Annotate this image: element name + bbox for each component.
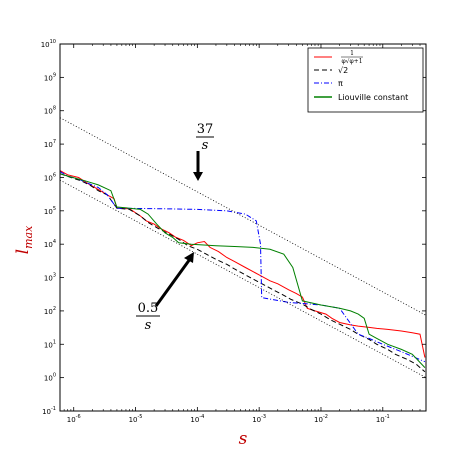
y-tick-label: 105 — [44, 206, 56, 216]
annotation-0.5-arrow-head — [184, 252, 194, 263]
series-line-0 — [59, 170, 426, 358]
x-tick-label: 10-1 — [376, 414, 390, 424]
annotation-0.5-over-s: 0.5 s — [136, 252, 194, 333]
x-tick-label: 10-5 — [129, 414, 143, 424]
legend-box — [307, 47, 424, 113]
plot-frame — [59, 43, 427, 412]
legend-label-1: √2 — [338, 66, 348, 75]
svg-text:lmax: lmax — [13, 225, 35, 254]
y-tick-label: 108 — [44, 106, 56, 116]
y-tick-label: 103 — [44, 273, 56, 283]
x-tick-label: 10-3 — [252, 414, 266, 424]
y-tick-label: 10-1 — [42, 406, 56, 416]
reference-line-5 — [59, 179, 427, 378]
annotation-37-numerator: 37 — [197, 122, 214, 137]
x-tick-label: 10-2 — [314, 414, 328, 424]
annotation-0.5-denominator: s — [145, 318, 152, 333]
annotation-37-arrow-head — [193, 172, 203, 181]
x-tick-label: 10-4 — [190, 414, 204, 424]
y-tick-label: 102 — [44, 306, 56, 316]
y-axis-label: lmax — [13, 225, 35, 254]
y-tick-label: 1010 — [41, 39, 56, 49]
series-line-3 — [59, 173, 426, 368]
y-tick-label: 104 — [44, 239, 56, 249]
legend-label-2: π — [338, 79, 343, 88]
svg-text:φ√φ+1: φ√φ+1 — [341, 58, 362, 65]
y-tick-label: 109 — [44, 72, 56, 82]
legend-label-3: Liouville constant — [338, 93, 408, 102]
axis-ticks: 10-6 10-5 10-4 10-3 10-2 10-1 10-1 100 101 102 103… — [41, 39, 427, 424]
y-axis-label-sub: max — [22, 225, 35, 249]
x-tick-label: 10-6 — [67, 414, 81, 424]
annotation-37-denominator: s — [202, 138, 209, 153]
y-tick-label: 106 — [44, 172, 56, 182]
series-line-2 — [59, 171, 426, 363]
x-axis-label: s — [239, 429, 248, 449]
series-line-1 — [59, 173, 426, 373]
legend: 1φ√φ+1√2 π Liouville constant — [307, 47, 424, 113]
y-tick-label: 107 — [44, 139, 56, 149]
y-tick-label: 101 — [44, 339, 56, 349]
svg-text:1: 1 — [350, 50, 354, 57]
annotation-37-over-s: 37 s — [193, 122, 214, 181]
annotation-0.5-numerator: 0.5 — [138, 301, 159, 316]
y-axis-label-main: l — [13, 249, 33, 254]
reference-line-4 — [59, 117, 427, 316]
legend-label-0: 1φ√φ+1 — [341, 50, 363, 65]
plot-area — [59, 117, 427, 378]
annotation-0.5-arrow-shaft — [154, 258, 192, 307]
y-tick-label: 100 — [44, 373, 56, 383]
